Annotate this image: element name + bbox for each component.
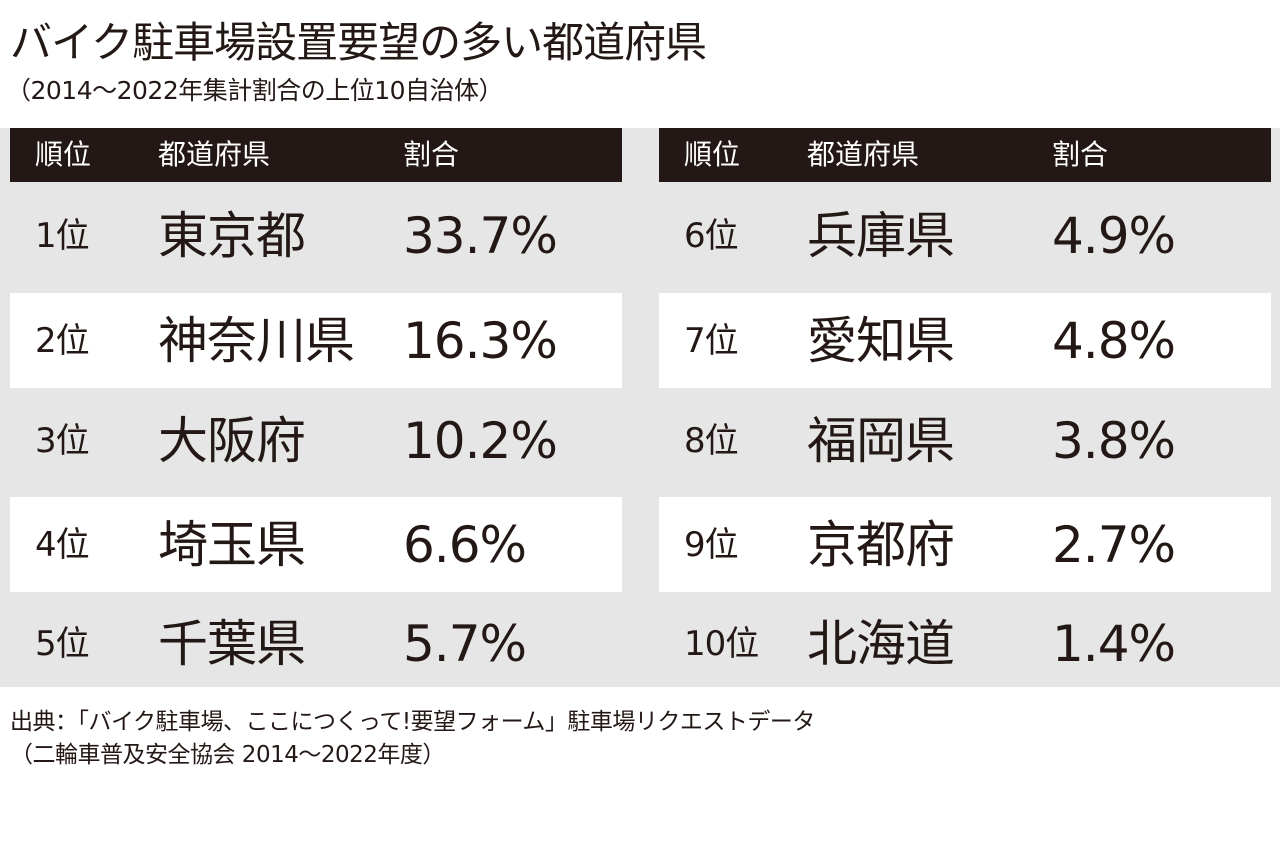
header-prefecture: 都道府県	[158, 138, 271, 171]
rank-cell: 8位	[684, 421, 739, 461]
share-cell: 6.6%	[403, 516, 527, 574]
header-share: 割合	[403, 138, 460, 171]
table-row: 8位 福岡県 3.8%	[659, 393, 1271, 488]
prefecture-cell: 福岡県	[807, 412, 955, 470]
prefecture-cell: 大阪府	[158, 412, 306, 470]
prefecture-cell: 東京都	[158, 207, 306, 265]
rank-cell: 6位	[684, 216, 739, 256]
share-cell: 5.7%	[403, 615, 527, 673]
prefecture-cell: 千葉県	[158, 615, 306, 673]
prefecture-cell: 兵庫県	[807, 207, 955, 265]
share-cell: 4.9%	[1052, 207, 1176, 265]
prefecture-cell: 埼玉県	[158, 516, 306, 574]
chart-title: バイク駐車場設置要望の多い都道府県	[10, 18, 707, 67]
rank-cell: 1位	[35, 216, 90, 256]
source-note: 出典：「バイク駐車場、ここにつくって!要望フォーム」駐車場リクエストデータ	[10, 709, 815, 735]
table-row: 6位 兵庫県 4.9%	[659, 188, 1271, 283]
table-row: 4位 埼玉県 6.6%	[10, 497, 622, 592]
share-cell: 3.8%	[1052, 412, 1176, 470]
table-row: 2位 神奈川県 16.3%	[10, 293, 622, 388]
chart-subtitle: （2014～2022年集計割合の上位10自治体）	[6, 76, 504, 105]
share-cell: 16.3%	[403, 312, 558, 370]
table-header-left: 順位 都道府県 割合	[10, 128, 622, 182]
table-row: 5位 千葉県 5.7%	[10, 596, 622, 691]
table-row: 1位 東京都 33.7%	[10, 188, 622, 283]
share-cell: 33.7%	[403, 207, 558, 265]
header-rank: 順位	[35, 138, 92, 171]
prefecture-cell: 京都府	[807, 516, 955, 574]
rank-cell: 7位	[684, 321, 739, 361]
table-row: 3位 大阪府 10.2%	[10, 393, 622, 488]
header-rank: 順位	[684, 138, 741, 171]
prefecture-cell: 愛知県	[807, 312, 955, 370]
rank-cell: 5位	[35, 624, 90, 664]
header-prefecture: 都道府県	[807, 138, 920, 171]
header-share: 割合	[1052, 138, 1109, 171]
source-publisher: （二輪車普及安全協会 2014～2022年度）	[10, 742, 445, 768]
rank-cell: 4位	[35, 525, 90, 565]
table-header-right: 順位 都道府県 割合	[659, 128, 1271, 182]
table-row: 9位 京都府 2.7%	[659, 497, 1271, 592]
share-cell: 1.4%	[1052, 615, 1176, 673]
share-cell: 10.2%	[403, 412, 558, 470]
rank-cell: 9位	[684, 525, 739, 565]
table-row: 10位 北海道 1.4%	[659, 596, 1271, 691]
share-cell: 4.8%	[1052, 312, 1176, 370]
prefecture-cell: 神奈川県	[158, 312, 355, 370]
ranking-table: 順位 都道府県 割合 1位 東京都 33.7% 2位 神奈川県 16.3% 3位…	[0, 128, 1280, 687]
rank-cell: 2位	[35, 321, 90, 361]
share-cell: 2.7%	[1052, 516, 1176, 574]
rank-cell: 3位	[35, 421, 90, 461]
prefecture-cell: 北海道	[807, 615, 955, 673]
table-row: 7位 愛知県 4.8%	[659, 293, 1271, 388]
rank-cell: 10位	[684, 624, 759, 664]
